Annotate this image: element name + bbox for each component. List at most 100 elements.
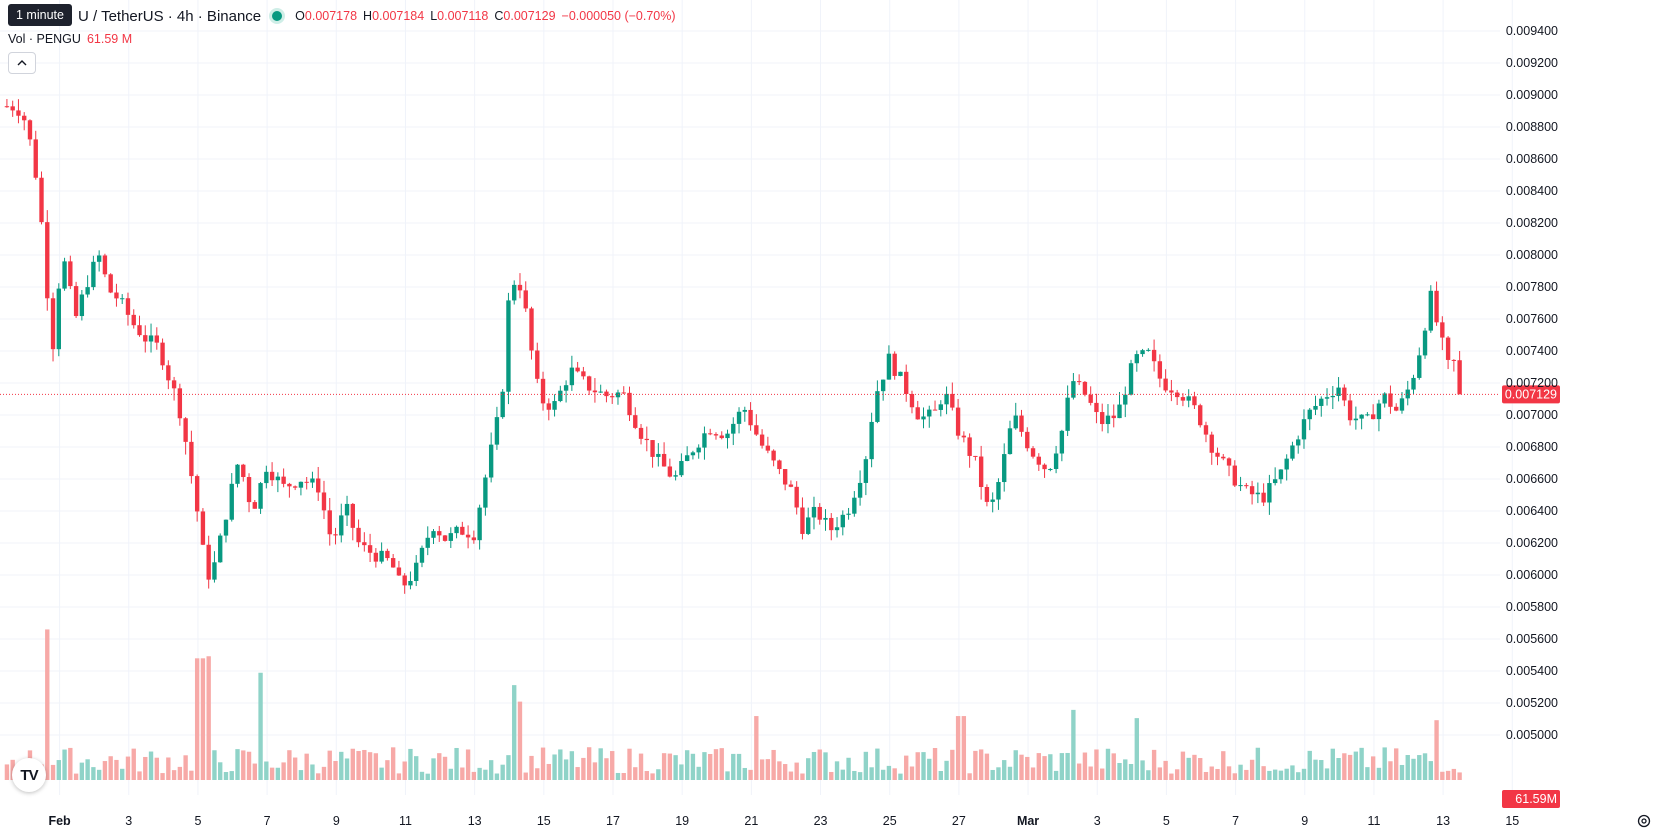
candle-body bbox=[1117, 404, 1122, 419]
candle-body bbox=[1146, 349, 1151, 351]
volume-bar bbox=[212, 750, 217, 780]
candle-body bbox=[1105, 415, 1111, 425]
volume-bar bbox=[1278, 770, 1284, 780]
candle-body bbox=[108, 274, 113, 293]
candle-body bbox=[915, 407, 920, 420]
symbol-title[interactable]: U / TetherUS · 4h · Binance bbox=[78, 7, 262, 25]
volume-bar bbox=[102, 761, 108, 780]
price-axis[interactable]: 0.009400 0.009200 0.009000 0.008800 0.008600… bbox=[1506, 24, 1558, 742]
volume-bar bbox=[1221, 751, 1226, 780]
candle-body bbox=[788, 484, 794, 487]
candle-body bbox=[137, 325, 142, 336]
volume-bar bbox=[1030, 767, 1036, 780]
candle-body bbox=[419, 547, 425, 563]
time-axis[interactable]: Feb 3 5 7 9 11 13 15 17 19 21 23 25 27 Mar 3 5 7 9 11 13 15 bbox=[48, 814, 1519, 828]
candle-body bbox=[344, 503, 350, 516]
candle-body bbox=[292, 486, 298, 488]
volume-bar bbox=[367, 752, 373, 780]
volume-bar bbox=[898, 773, 903, 780]
volume-bar bbox=[189, 770, 194, 780]
candle-body bbox=[1013, 415, 1018, 429]
volume-bar bbox=[160, 773, 165, 780]
candle-body bbox=[558, 390, 563, 402]
candle-body bbox=[927, 409, 932, 417]
candle-body bbox=[1203, 425, 1209, 435]
volume-bar bbox=[166, 757, 171, 780]
candle-body bbox=[350, 503, 355, 528]
volume-bar bbox=[287, 750, 292, 780]
time-tick-label: 9 bbox=[333, 814, 340, 828]
volume-bar bbox=[304, 753, 309, 780]
candle-body bbox=[327, 510, 332, 535]
tradingview-logo[interactable]: TV bbox=[12, 758, 46, 792]
candle-body bbox=[10, 106, 15, 111]
time-tick-label: 19 bbox=[675, 814, 689, 828]
volume-bar bbox=[91, 767, 96, 780]
time-tick-label: Feb bbox=[48, 814, 71, 828]
candle-body bbox=[39, 177, 44, 223]
candle-body bbox=[252, 502, 257, 509]
time-tick-label: 11 bbox=[1367, 814, 1380, 828]
gear-icon[interactable] bbox=[1636, 813, 1652, 829]
time-tick-label: 13 bbox=[468, 814, 482, 828]
candle-body bbox=[68, 261, 73, 287]
candle-body bbox=[782, 469, 788, 485]
volume-bar bbox=[223, 772, 229, 780]
price-tick-label: 0.008000 bbox=[1506, 248, 1558, 262]
candle-body bbox=[621, 392, 626, 394]
candle-body bbox=[454, 526, 459, 534]
candle-body bbox=[834, 527, 840, 531]
volume-bar bbox=[1451, 768, 1457, 780]
volume-bar bbox=[1232, 773, 1237, 780]
volume-bar bbox=[1301, 768, 1307, 780]
volume-bar bbox=[927, 758, 932, 780]
volume-bar bbox=[396, 773, 402, 780]
candle-body bbox=[246, 477, 252, 503]
candle-body bbox=[408, 580, 413, 586]
collapse-legend-button[interactable] bbox=[8, 52, 36, 74]
market-status-icon[interactable] bbox=[269, 8, 286, 24]
candle-body bbox=[1272, 479, 1278, 484]
volume-bar bbox=[79, 762, 85, 780]
volume-bar bbox=[362, 749, 367, 780]
volume-bar bbox=[1324, 768, 1330, 780]
price-tick-label: 0.009400 bbox=[1506, 24, 1558, 38]
candle-body bbox=[748, 409, 753, 426]
candle-body bbox=[961, 435, 967, 438]
volume-bar bbox=[1272, 769, 1278, 780]
price-tick-label: 0.008400 bbox=[1506, 184, 1558, 198]
volume-bar bbox=[45, 629, 50, 780]
volume-bar bbox=[269, 767, 275, 780]
volume-bar bbox=[431, 758, 436, 780]
volume-bar bbox=[148, 751, 154, 780]
candle-body bbox=[909, 393, 915, 408]
volume-bar bbox=[1261, 766, 1266, 780]
candle-body bbox=[316, 478, 321, 493]
candle-body bbox=[1319, 398, 1324, 406]
price-tick-label: 0.005000 bbox=[1506, 728, 1558, 742]
volume-bar bbox=[904, 755, 909, 780]
volume-bar bbox=[1111, 753, 1116, 780]
volume-bar bbox=[1342, 753, 1347, 780]
candle-body bbox=[869, 421, 874, 460]
candle-body bbox=[333, 534, 338, 536]
ohlc-close: C0.007129 bbox=[494, 9, 556, 23]
candle-body bbox=[955, 407, 961, 436]
candle-body bbox=[1134, 354, 1139, 364]
candle-body bbox=[402, 575, 407, 586]
volume-bar bbox=[1290, 765, 1295, 780]
candle-body bbox=[1307, 409, 1312, 420]
time-tick-label: 11 bbox=[399, 814, 412, 828]
candle-body bbox=[1174, 392, 1180, 398]
volume-bar bbox=[782, 764, 788, 780]
volume-bar bbox=[546, 763, 551, 780]
candle-body bbox=[1128, 363, 1134, 395]
interval-tooltip: 1 minute bbox=[8, 4, 72, 26]
volume-bar bbox=[1048, 754, 1053, 780]
volume-bar bbox=[1094, 749, 1099, 780]
price-tick-label: 0.006800 bbox=[1506, 440, 1558, 454]
volume-bar bbox=[731, 753, 736, 780]
volume-bar bbox=[794, 762, 799, 780]
volume-bar bbox=[1117, 762, 1122, 780]
